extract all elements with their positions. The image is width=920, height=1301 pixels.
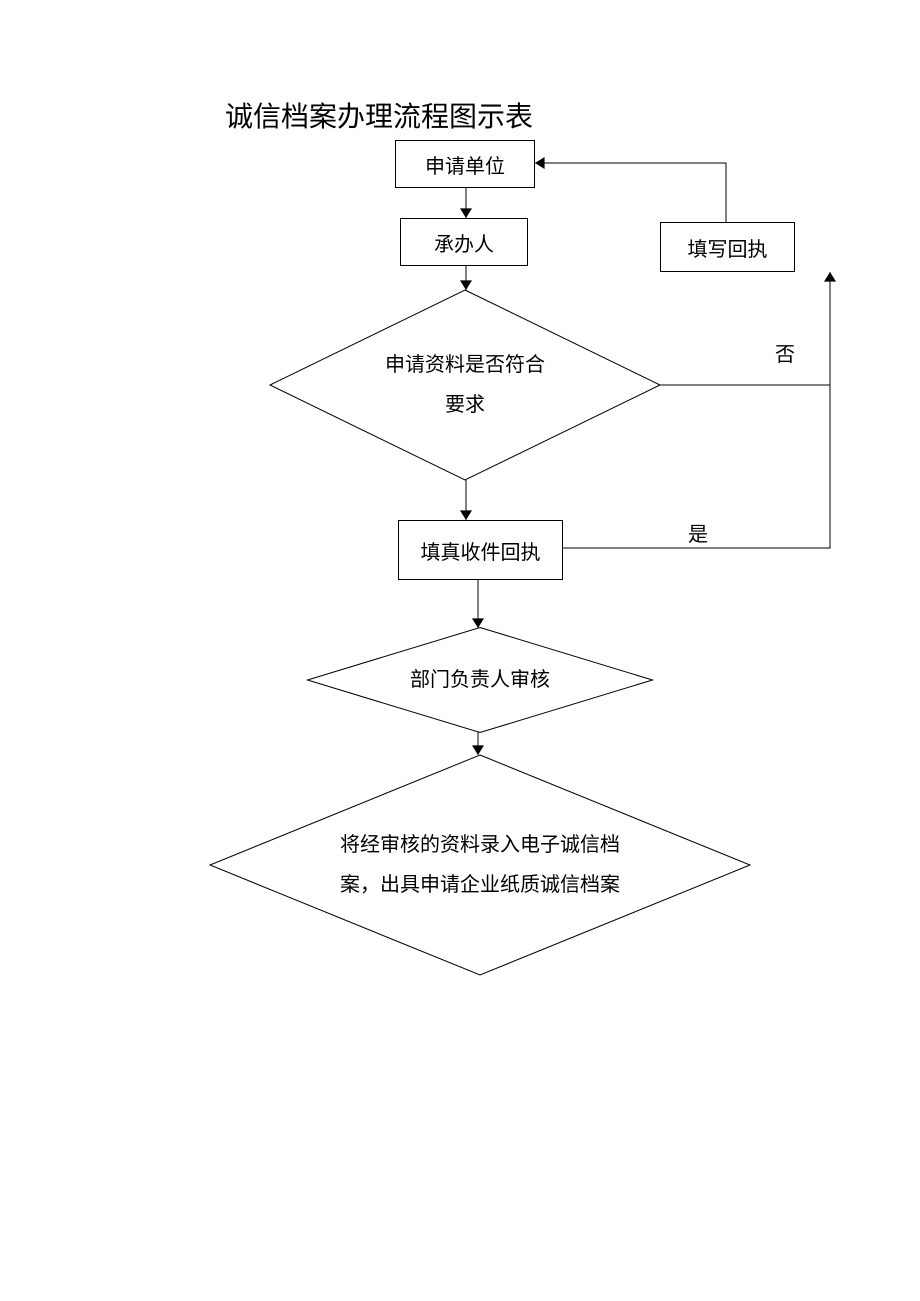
node-archive-line1: 将经审核的资料录入电子诚信档 <box>340 825 620 865</box>
node-fill-receipt: 填写回执 <box>660 222 795 272</box>
flowchart-svg <box>0 0 920 1301</box>
node-receipt: 填真收件回执 <box>398 520 563 580</box>
node-archive-line2: 案，出具申请企业纸质诚信档案 <box>340 865 620 905</box>
node-applicant: 申请单位 <box>395 140 535 188</box>
node-applicant-label: 申请单位 <box>425 150 505 179</box>
node-handler-label: 承办人 <box>434 228 494 257</box>
edge-label-no: 否 <box>775 338 795 367</box>
edge-label-yes: 是 <box>688 518 708 547</box>
node-handler: 承办人 <box>400 218 528 266</box>
node-review-label: 部门负责人审核 <box>308 628 653 733</box>
node-check-label: 申请资料是否符合 要求 <box>270 290 660 480</box>
node-fill-receipt-label: 填写回执 <box>688 233 768 262</box>
page-title: 诚信档案办理流程图示表 <box>225 95 533 135</box>
node-check-line2: 要求 <box>445 385 485 425</box>
node-review-line1: 部门负责人审核 <box>410 660 550 700</box>
node-archive-label: 将经审核的资料录入电子诚信档 案，出具申请企业纸质诚信档案 <box>210 755 750 975</box>
node-receipt-label: 填真收件回执 <box>421 536 541 565</box>
node-check-line1: 申请资料是否符合 <box>385 345 545 385</box>
